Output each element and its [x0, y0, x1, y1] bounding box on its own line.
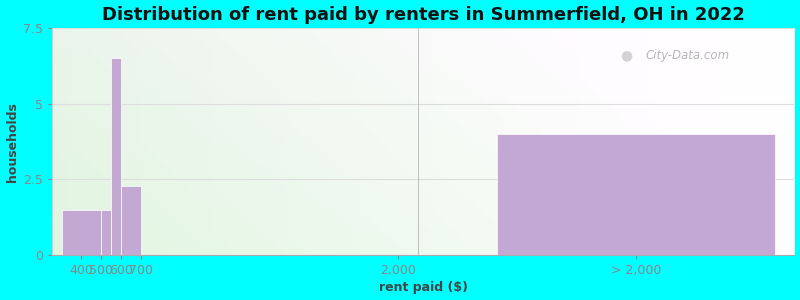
Bar: [498, 134, 774, 255]
X-axis label: rent paid ($): rent paid ($): [378, 281, 467, 294]
Y-axis label: households: households: [6, 102, 18, 182]
Bar: [111, 58, 121, 255]
Text: ●: ●: [620, 48, 632, 62]
Text: City-Data.com: City-Data.com: [646, 49, 730, 62]
Bar: [62, 210, 102, 255]
Bar: [121, 185, 141, 255]
Title: Distribution of rent paid by renters in Summerfield, OH in 2022: Distribution of rent paid by renters in …: [102, 6, 745, 24]
Bar: [102, 210, 111, 255]
